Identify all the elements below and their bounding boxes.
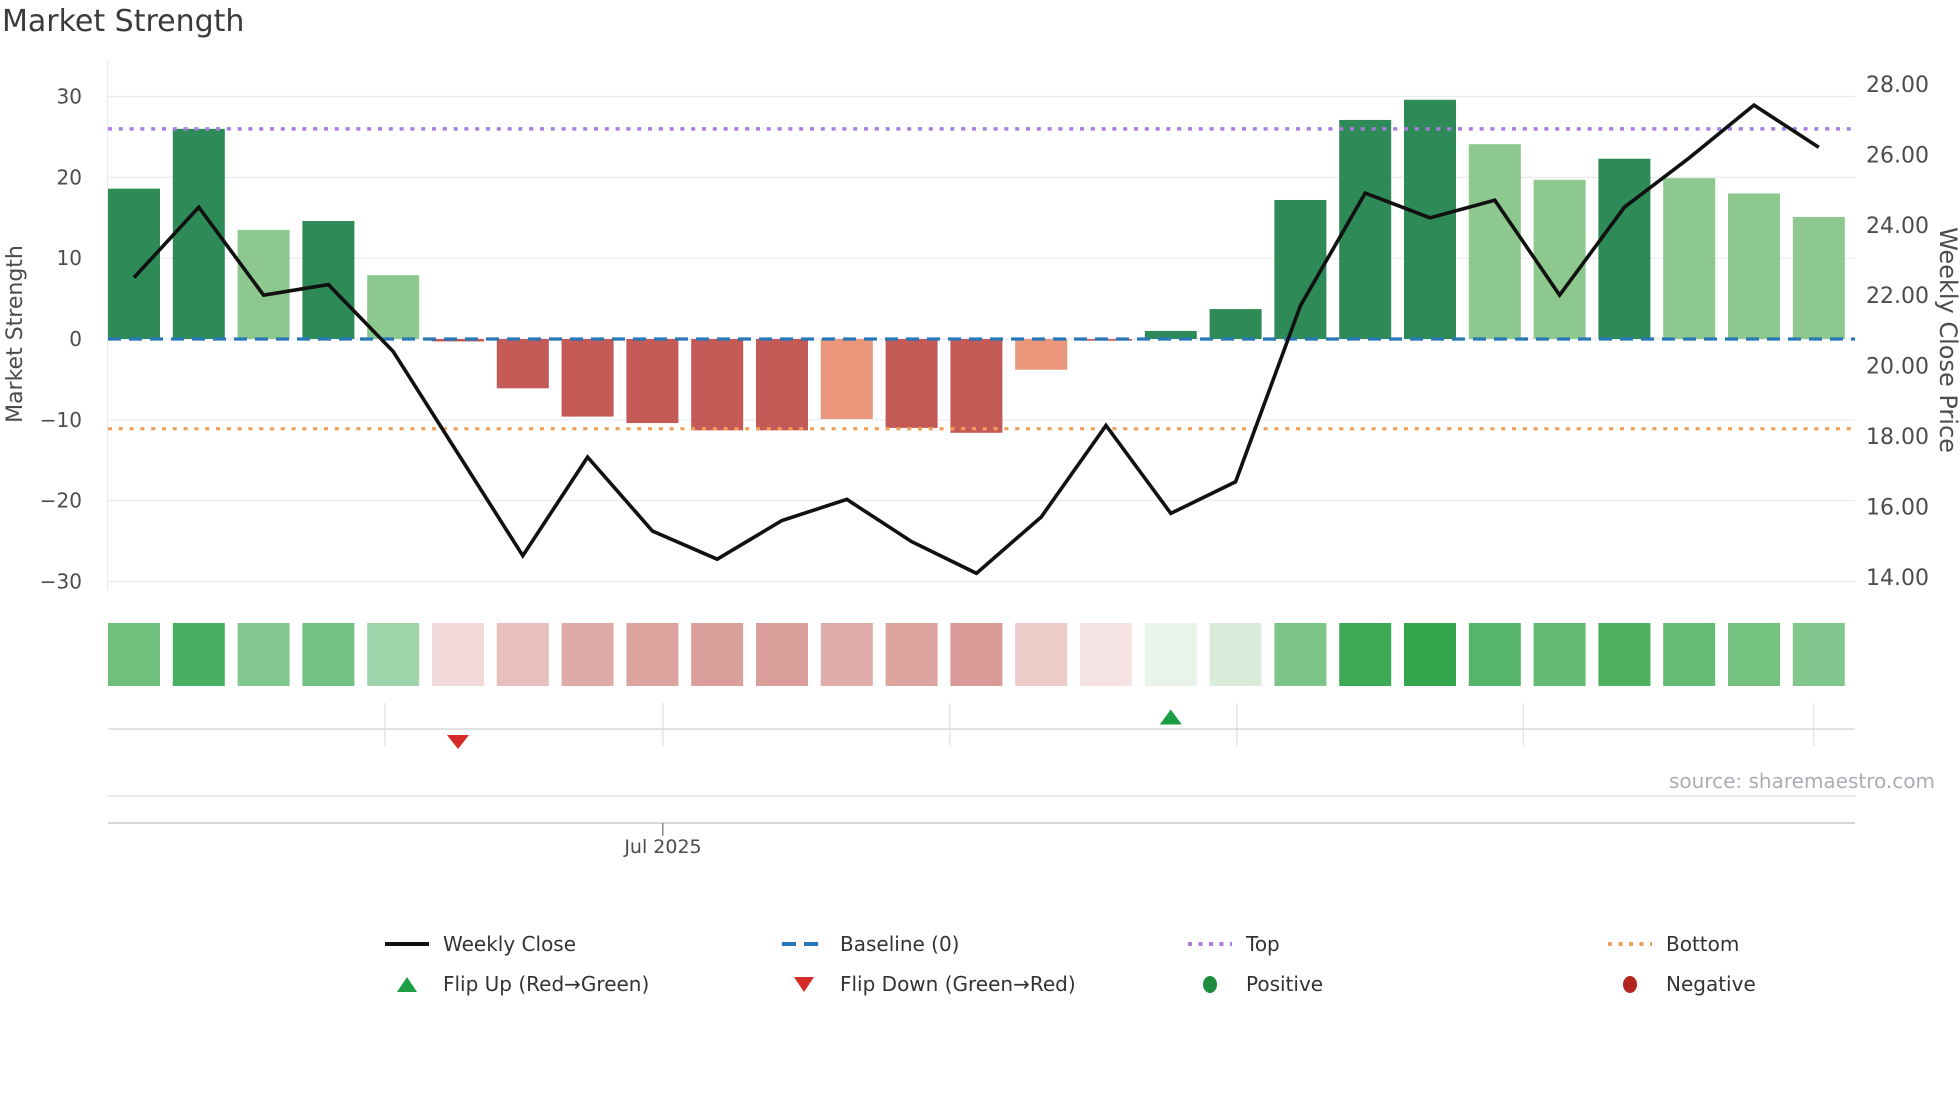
strength-bar[interactable] bbox=[1728, 193, 1780, 339]
right-axis-tick-label: 14.00 bbox=[1866, 566, 1929, 591]
triangle-up-icon bbox=[385, 976, 429, 992]
circle-icon bbox=[1188, 975, 1232, 993]
heatmap-cell[interactable] bbox=[172, 623, 225, 686]
legend-label: Baseline (0) bbox=[840, 932, 960, 956]
left-axis-tick-label: −20 bbox=[40, 489, 82, 513]
circle-icon bbox=[1608, 975, 1652, 993]
heatmap-cell[interactable] bbox=[626, 623, 679, 686]
strength-bar[interactable] bbox=[108, 188, 160, 339]
strength-bar[interactable] bbox=[885, 339, 938, 428]
left-axis-tick-label: −30 bbox=[40, 569, 82, 593]
strength-bar[interactable] bbox=[1339, 119, 1392, 339]
strength-bar[interactable] bbox=[496, 339, 549, 389]
legend-label: Top bbox=[1246, 932, 1280, 956]
strength-bar[interactable] bbox=[367, 275, 420, 339]
legend-item-negative[interactable]: Negative bbox=[1608, 970, 1756, 998]
legend-label: Negative bbox=[1666, 972, 1756, 996]
strength-bar[interactable] bbox=[1533, 179, 1586, 339]
heatmap-cell[interactable] bbox=[691, 623, 744, 686]
right-axis-tick-label: 24.00 bbox=[1866, 214, 1929, 239]
left-axis-tick-label: 20 bbox=[57, 165, 82, 189]
right-axis-tick-label: 22.00 bbox=[1866, 284, 1929, 309]
line-swatch-icon bbox=[782, 942, 826, 946]
right-axis-tick-label: 20.00 bbox=[1866, 355, 1929, 380]
heatmap-cell[interactable] bbox=[1274, 623, 1327, 686]
heatmap-cell[interactable] bbox=[1080, 623, 1132, 686]
strength-bar[interactable] bbox=[756, 339, 808, 431]
heatmap-cell[interactable] bbox=[496, 623, 549, 686]
strength-bar[interactable] bbox=[561, 339, 614, 417]
heatmap-cell[interactable] bbox=[561, 623, 614, 686]
source-credit: source: sharemaestro.com bbox=[1669, 769, 1935, 793]
line-swatch-icon bbox=[385, 942, 429, 946]
heatmap-cell[interactable] bbox=[820, 623, 873, 686]
strength-bar[interactable] bbox=[1144, 330, 1197, 339]
legend-label: Flip Up (Red→Green) bbox=[443, 972, 650, 996]
heatmap-cell[interactable] bbox=[1209, 623, 1262, 686]
chart-title: Market Strength bbox=[2, 4, 245, 39]
strength-bar[interactable] bbox=[172, 128, 225, 339]
legend-item-flip-up-red-green[interactable]: Flip Up (Red→Green) bbox=[385, 970, 649, 998]
legend-item-bottom[interactable]: Bottom bbox=[1608, 930, 1739, 958]
heatmap-cell[interactable] bbox=[108, 623, 160, 686]
heatmap-cell[interactable] bbox=[1144, 623, 1197, 686]
heatmap-cell[interactable] bbox=[1404, 623, 1456, 686]
legend-label: Flip Down (Green→Red) bbox=[840, 972, 1076, 996]
line-swatch-icon bbox=[1188, 942, 1232, 946]
strength-bar[interactable] bbox=[1015, 339, 1068, 370]
legend-item-top[interactable]: Top bbox=[1188, 930, 1280, 958]
right-axis-tick-label: 26.00 bbox=[1866, 143, 1929, 168]
right-axis-tick-label: 28.00 bbox=[1866, 73, 1929, 98]
strength-bar[interactable] bbox=[820, 339, 873, 420]
right-axis-tick-label: 16.00 bbox=[1866, 495, 1929, 520]
strength-bar[interactable] bbox=[1598, 158, 1651, 339]
left-axis-tick-label: 0 bbox=[69, 327, 82, 351]
heatmap-cell[interactable] bbox=[237, 623, 290, 686]
heatmap-cell[interactable] bbox=[432, 623, 484, 686]
legend-item-baseline-0[interactable]: Baseline (0) bbox=[782, 930, 959, 958]
legend-label: Positive bbox=[1246, 972, 1324, 996]
left-axis-tick-label: 30 bbox=[57, 85, 82, 109]
line-swatch-icon bbox=[1608, 942, 1652, 946]
strength-bar[interactable] bbox=[432, 339, 484, 342]
left-axis-tick-label: −10 bbox=[40, 408, 82, 432]
strength-bar[interactable] bbox=[1209, 309, 1262, 339]
strength-bar[interactable] bbox=[1663, 178, 1716, 339]
heatmap-cell[interactable] bbox=[950, 623, 1003, 686]
heatmap-cell[interactable] bbox=[756, 623, 808, 686]
heatmap-cell[interactable] bbox=[1598, 623, 1651, 686]
heatmap-cell[interactable] bbox=[302, 623, 355, 686]
right-axis-tick-label: 18.00 bbox=[1866, 425, 1929, 450]
strength-bar[interactable] bbox=[950, 339, 1003, 433]
strength-bar[interactable] bbox=[626, 339, 679, 424]
legend-item-weekly-close[interactable]: Weekly Close bbox=[385, 930, 576, 958]
weekly-close-line bbox=[132, 102, 1820, 576]
strength-bar[interactable] bbox=[237, 229, 290, 339]
heatmap-cell[interactable] bbox=[1792, 623, 1845, 686]
heatmap-cell[interactable] bbox=[1533, 623, 1586, 686]
legend-label: Weekly Close bbox=[443, 932, 577, 956]
legend-label: Bottom bbox=[1666, 932, 1740, 956]
flip-down-marker bbox=[447, 735, 469, 749]
heatmap-cell[interactable] bbox=[1663, 623, 1716, 686]
heatmap-cell[interactable] bbox=[367, 623, 420, 686]
strength-bar[interactable] bbox=[1468, 144, 1521, 339]
heatmap-cell[interactable] bbox=[1015, 623, 1068, 686]
strength-bar[interactable] bbox=[1792, 216, 1845, 339]
flip-up-marker bbox=[1159, 709, 1182, 725]
strength-bar[interactable] bbox=[1274, 199, 1327, 339]
heatmap-cell[interactable] bbox=[1339, 623, 1392, 686]
heatmap-cell[interactable] bbox=[885, 623, 938, 686]
left-axis-tick-label: 10 bbox=[57, 246, 82, 270]
triangle-down-icon bbox=[782, 976, 826, 992]
x-axis-tick-label: Jul 2025 bbox=[624, 836, 702, 858]
legend-item-positive[interactable]: Positive bbox=[1188, 970, 1323, 998]
strength-bar[interactable] bbox=[691, 339, 744, 431]
heatmap-cell[interactable] bbox=[1728, 623, 1780, 686]
strength-bar[interactable] bbox=[302, 220, 355, 339]
legend-item-flip-down-green-red[interactable]: Flip Down (Green→Red) bbox=[782, 970, 1076, 998]
heatmap-cell[interactable] bbox=[1468, 623, 1521, 686]
